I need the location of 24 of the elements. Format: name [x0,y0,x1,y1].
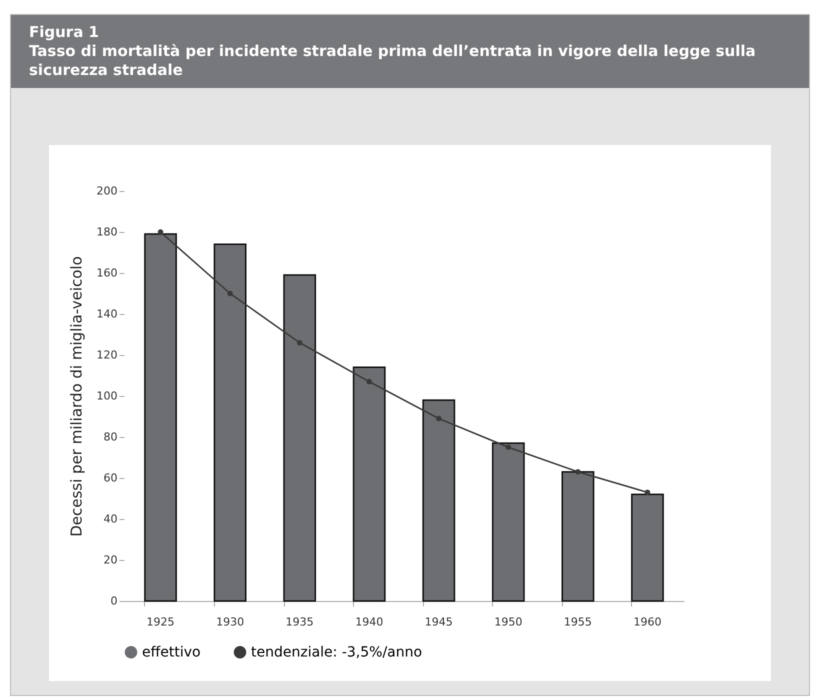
y-tick-label: 40 [104,512,118,526]
chart-subtitle: Tasso di mortalità per incidente stradale prima dell’entrata in vigore della legge sulla sicurezza stradale [29,42,757,80]
x-tick-label: 1950 [494,616,522,628]
y-tick-label: 120 [96,348,118,362]
y-tick-label: 100 [96,390,118,402]
x-tick-label: 1940 [355,616,384,628]
y-tick-label: 20 [104,554,118,566]
y-tick-label: 180 [96,226,118,238]
x-tick-label: 1960 [633,616,662,628]
legend-label: effettivo [142,644,201,660]
legend-label: tendenziale: -3,5%/anno [251,644,422,660]
y-tick-label: 140 [96,308,118,320]
x-tick-label: 1930 [216,616,244,628]
y-tick-label: 0 [110,594,118,608]
y-tick-label: 80 [104,430,118,444]
x-tick-label: 1935 [286,616,314,628]
y-tick-label: 160 [96,266,118,280]
y-axis-title: Decessi per miliardo di miglia-veicolo [68,256,86,537]
x-tick-label: 1925 [146,616,175,628]
y-tick-label: 60 [104,472,118,484]
chart-title: Figura 1 [29,23,100,42]
x-tick-label: 1955 [564,616,592,628]
y-tick-label: 200 [96,184,118,198]
x-tick-label: 1945 [424,616,453,628]
